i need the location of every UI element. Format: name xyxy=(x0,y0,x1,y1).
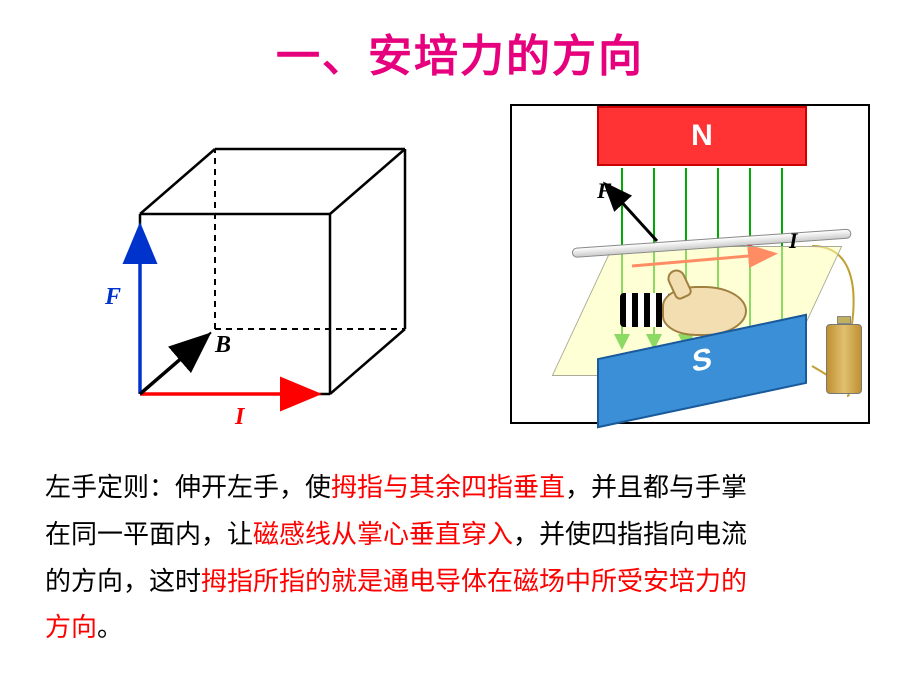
t3a: 的方向，这时 xyxy=(45,566,201,596)
t2b: 磁感线从掌心垂直穿入 xyxy=(253,519,513,549)
cube-label-B: B xyxy=(215,332,231,359)
diagram-row: F B I N xyxy=(0,94,920,454)
t2c: ，并使四指指向电流 xyxy=(513,519,747,549)
t1c: ，并且都与手掌 xyxy=(565,472,747,502)
cube-svg xyxy=(60,94,420,454)
magnet-label-I: I xyxy=(789,228,798,254)
magnet-label-F: F xyxy=(597,178,612,204)
t3b: 拇指所指的就是通电导体在磁场中所受安培力的 xyxy=(201,566,747,596)
page-title: 一、安培力的方向 xyxy=(0,0,920,94)
magnet-diagram: N xyxy=(510,104,870,424)
t4b: 。 xyxy=(97,612,123,642)
cube-diagram: F B I xyxy=(60,94,420,454)
cube-label-I: I xyxy=(235,404,244,431)
t1b: 拇指与其余四指垂直 xyxy=(331,472,565,502)
t2a: 在同一平面内，让 xyxy=(45,519,253,549)
t1a: 左手定则：伸开左手，使 xyxy=(45,472,331,502)
t4a: 方向 xyxy=(45,612,97,642)
battery-body xyxy=(826,324,862,394)
battery xyxy=(826,316,862,396)
battery-terminal xyxy=(837,316,851,324)
explanation-text: 左手定则：伸开左手，使拇指与其余四指垂直，并且都与手掌 在同一平面内，让磁感线从… xyxy=(0,454,920,651)
cube-label-F: F xyxy=(105,284,121,311)
